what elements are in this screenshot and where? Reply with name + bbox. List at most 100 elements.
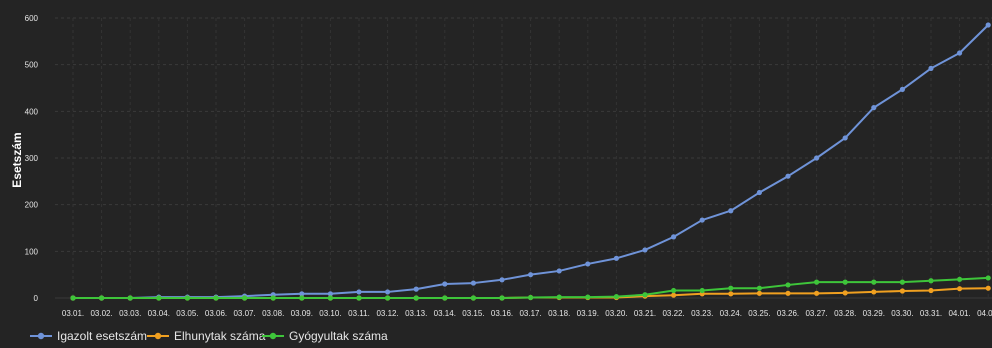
data-point	[213, 295, 219, 301]
data-point	[728, 291, 734, 297]
data-point	[671, 292, 677, 298]
y-tick-label: 200	[25, 201, 39, 210]
x-tick-label: 03.30.	[891, 309, 913, 318]
data-point	[699, 217, 705, 223]
legend-label: Elhunytak száma	[174, 329, 266, 343]
data-point	[642, 247, 648, 253]
x-tick-label: 04.02.	[977, 309, 992, 318]
y-tick-label: 100	[25, 247, 39, 256]
x-tick-label: 03.06.	[205, 309, 227, 318]
data-point	[385, 295, 391, 301]
data-point	[671, 234, 677, 240]
legend-item[interactable]: Gyógyultak száma	[262, 329, 388, 343]
x-tick-label: 03.15.	[462, 309, 484, 318]
x-tick-label: 03.09.	[291, 309, 313, 318]
legend-swatch-marker	[154, 332, 162, 340]
data-point	[356, 289, 362, 295]
data-point	[528, 294, 534, 301]
x-axis: 03.01. 03.02. 03.03. 03.04. 03.05. 03.06. 03.0…	[62, 309, 992, 318]
x-tick-label: 03.01.	[62, 309, 84, 318]
series-3	[70, 275, 991, 301]
data-point	[728, 208, 734, 214]
data-point	[814, 155, 820, 161]
x-tick-label: 03.04.	[148, 309, 170, 318]
x-tick-label: 03.27.	[805, 309, 827, 318]
grid	[55, 17, 992, 299]
data-point	[299, 295, 305, 301]
data-point	[957, 286, 963, 292]
x-tick-label: 03.19.	[577, 309, 599, 318]
data-point	[499, 277, 505, 283]
data-point	[899, 279, 906, 285]
x-tick-label: 03.22.	[662, 309, 684, 318]
data-point	[928, 278, 934, 284]
legend-swatch-marker	[269, 332, 277, 340]
data-point	[985, 22, 991, 28]
data-point	[585, 294, 591, 300]
x-tick-label: 03.10.	[319, 309, 341, 318]
x-tick-label: 03.23.	[691, 309, 713, 318]
data-point	[957, 50, 963, 56]
data-point	[327, 291, 333, 297]
data-point	[613, 294, 620, 300]
data-point	[785, 290, 791, 296]
data-point	[985, 275, 991, 281]
x-tick-label: 04.01.	[948, 309, 970, 318]
legend-item[interactable]: Elhunytak száma	[147, 329, 266, 343]
legend: Igazolt esetszám Elhunytak száma Gyógyulta…	[30, 329, 388, 343]
y-tick-label: 500	[25, 61, 39, 70]
data-point	[899, 86, 906, 92]
x-tick-label: 03.14.	[434, 309, 456, 318]
data-point	[413, 295, 419, 301]
data-point	[928, 287, 934, 294]
data-point	[871, 105, 877, 111]
x-tick-label: 03.02.	[90, 309, 112, 318]
data-point	[242, 295, 248, 301]
y-tick-label: 300	[25, 154, 39, 163]
data-point	[785, 173, 791, 179]
y-axis-label: Esetszám	[10, 132, 24, 187]
data-point	[499, 295, 505, 301]
data-point	[413, 286, 419, 292]
data-point	[470, 295, 476, 301]
data-point	[299, 291, 305, 297]
x-tick-label: 03.20.	[605, 309, 627, 318]
legend-item[interactable]: Igazolt esetszám	[30, 329, 147, 343]
data-point	[814, 290, 820, 296]
x-tick-label: 03.13.	[405, 309, 427, 318]
data-point	[728, 285, 734, 291]
data-point	[814, 279, 820, 285]
data-point	[985, 285, 991, 291]
data-point	[756, 290, 763, 296]
data-point	[928, 65, 934, 71]
data-point	[899, 288, 906, 294]
x-tick-label: 03.28.	[834, 309, 856, 318]
data-point	[385, 289, 391, 295]
data-point	[871, 279, 877, 285]
legend-label: Gyógyultak száma	[289, 329, 388, 343]
legend-swatch-marker	[37, 332, 45, 340]
x-tick-label: 03.07.	[233, 309, 255, 318]
data-point	[327, 295, 333, 301]
x-tick-label: 03.05.	[176, 309, 198, 318]
data-point	[270, 295, 276, 301]
data-point	[756, 285, 763, 291]
data-point	[842, 290, 848, 296]
data-point	[842, 135, 848, 141]
data-point	[70, 295, 76, 301]
data-point	[442, 295, 448, 301]
data-point	[642, 292, 648, 298]
x-tick-label: 03.21.	[634, 309, 656, 318]
x-tick-label: 03.17.	[519, 309, 541, 318]
y-tick-label: 0	[34, 294, 39, 303]
data-point	[756, 189, 763, 196]
legend-label: Igazolt esetszám	[57, 329, 147, 343]
data-point	[442, 281, 448, 287]
data-point	[613, 255, 620, 261]
data-point	[528, 272, 534, 278]
x-tick-label: 03.03.	[119, 309, 141, 318]
data-point	[842, 279, 848, 285]
x-tick-label: 03.08.	[262, 309, 284, 318]
data-point	[957, 276, 963, 282]
